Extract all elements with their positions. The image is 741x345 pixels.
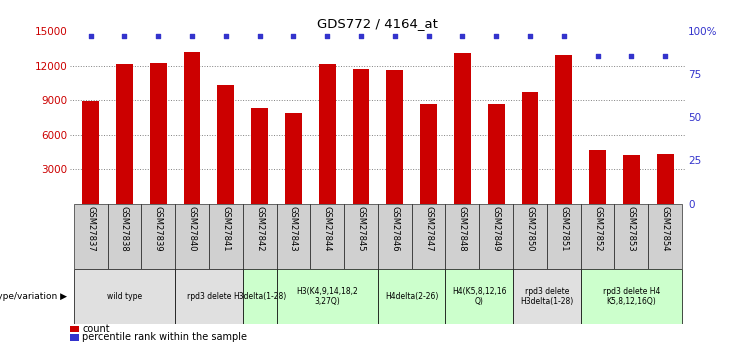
Text: GSM27840: GSM27840 bbox=[187, 206, 196, 251]
Point bbox=[153, 33, 165, 38]
Bar bbox=[454, 53, 471, 204]
Point bbox=[84, 33, 96, 38]
Point bbox=[491, 33, 502, 38]
Text: wild type: wild type bbox=[107, 292, 142, 301]
Bar bbox=[243, 269, 276, 324]
Text: GSM27853: GSM27853 bbox=[627, 206, 636, 251]
Bar bbox=[251, 108, 268, 204]
Bar bbox=[150, 63, 167, 204]
Text: genotype/variation ▶: genotype/variation ▶ bbox=[0, 292, 67, 301]
Bar bbox=[344, 204, 378, 269]
Bar bbox=[184, 52, 201, 204]
Bar bbox=[378, 204, 412, 269]
Bar bbox=[74, 269, 175, 324]
Bar bbox=[82, 101, 99, 204]
Text: rpd3 delete
H3delta(1-28): rpd3 delete H3delta(1-28) bbox=[520, 287, 574, 306]
Bar bbox=[70, 334, 79, 341]
Bar bbox=[276, 204, 310, 269]
Point bbox=[322, 33, 333, 38]
Text: GSM27838: GSM27838 bbox=[120, 206, 129, 251]
Point bbox=[625, 53, 637, 59]
Text: GSM27839: GSM27839 bbox=[153, 206, 163, 251]
Text: GSM27849: GSM27849 bbox=[492, 206, 501, 251]
Bar bbox=[116, 65, 133, 204]
Bar bbox=[581, 204, 614, 269]
Text: GSM27837: GSM27837 bbox=[86, 206, 95, 251]
Bar bbox=[107, 204, 142, 269]
Text: H3delta(1-28): H3delta(1-28) bbox=[233, 292, 286, 301]
Text: H4(K5,8,12,16
Q): H4(K5,8,12,16 Q) bbox=[452, 287, 507, 306]
Text: GSM27851: GSM27851 bbox=[559, 206, 568, 251]
Point bbox=[524, 33, 536, 38]
Text: GSM27841: GSM27841 bbox=[222, 206, 230, 251]
Text: H3(K4,9,14,18,2
3,27Q): H3(K4,9,14,18,2 3,27Q) bbox=[296, 287, 358, 306]
Bar bbox=[386, 70, 403, 204]
Text: GSM27843: GSM27843 bbox=[289, 206, 298, 251]
Text: H4delta(2-26): H4delta(2-26) bbox=[385, 292, 439, 301]
Bar bbox=[209, 204, 243, 269]
Point bbox=[288, 33, 299, 38]
Bar bbox=[310, 204, 344, 269]
Point bbox=[389, 33, 401, 38]
Bar bbox=[513, 204, 547, 269]
Bar bbox=[513, 269, 581, 324]
Bar bbox=[142, 204, 175, 269]
Point bbox=[591, 53, 603, 59]
Bar bbox=[420, 104, 437, 204]
Bar bbox=[285, 113, 302, 204]
Point bbox=[220, 33, 232, 38]
Bar bbox=[648, 204, 682, 269]
Bar bbox=[74, 204, 107, 269]
Bar bbox=[614, 204, 648, 269]
Bar bbox=[547, 204, 581, 269]
Bar bbox=[276, 269, 378, 324]
Point bbox=[253, 33, 265, 38]
Bar bbox=[488, 104, 505, 204]
Text: rpd3 delete H4
K5,8,12,16Q): rpd3 delete H4 K5,8,12,16Q) bbox=[602, 287, 660, 306]
Bar bbox=[589, 149, 606, 204]
Text: rpd3 delete: rpd3 delete bbox=[187, 292, 231, 301]
Bar bbox=[657, 154, 674, 204]
Bar bbox=[412, 204, 445, 269]
Text: count: count bbox=[82, 324, 110, 334]
Bar bbox=[217, 85, 234, 204]
Bar bbox=[623, 155, 639, 204]
Bar bbox=[479, 204, 513, 269]
Bar bbox=[445, 269, 513, 324]
Text: GSM27844: GSM27844 bbox=[323, 206, 332, 251]
Bar bbox=[522, 92, 539, 204]
Bar bbox=[70, 326, 79, 332]
Point bbox=[422, 33, 434, 38]
Bar bbox=[175, 204, 209, 269]
Bar bbox=[581, 269, 682, 324]
Text: GSM27845: GSM27845 bbox=[356, 206, 365, 251]
Point bbox=[186, 33, 198, 38]
Point bbox=[558, 33, 570, 38]
Bar bbox=[319, 65, 336, 204]
Text: GSM27846: GSM27846 bbox=[391, 206, 399, 251]
Bar bbox=[445, 204, 479, 269]
Title: GDS772 / 4164_at: GDS772 / 4164_at bbox=[317, 17, 439, 30]
Text: GSM27850: GSM27850 bbox=[525, 206, 534, 251]
Text: GSM27847: GSM27847 bbox=[424, 206, 433, 251]
Point bbox=[119, 33, 130, 38]
Bar bbox=[378, 269, 445, 324]
Text: GSM27852: GSM27852 bbox=[593, 206, 602, 251]
Point bbox=[659, 53, 671, 59]
Text: GSM27842: GSM27842 bbox=[255, 206, 264, 251]
Bar bbox=[175, 269, 243, 324]
Text: GSM27848: GSM27848 bbox=[458, 206, 467, 251]
Bar bbox=[243, 204, 276, 269]
Text: percentile rank within the sample: percentile rank within the sample bbox=[82, 333, 247, 342]
Text: GSM27854: GSM27854 bbox=[661, 206, 670, 251]
Bar bbox=[555, 55, 572, 204]
Point bbox=[456, 33, 468, 38]
Point bbox=[355, 33, 367, 38]
Bar bbox=[353, 69, 370, 204]
